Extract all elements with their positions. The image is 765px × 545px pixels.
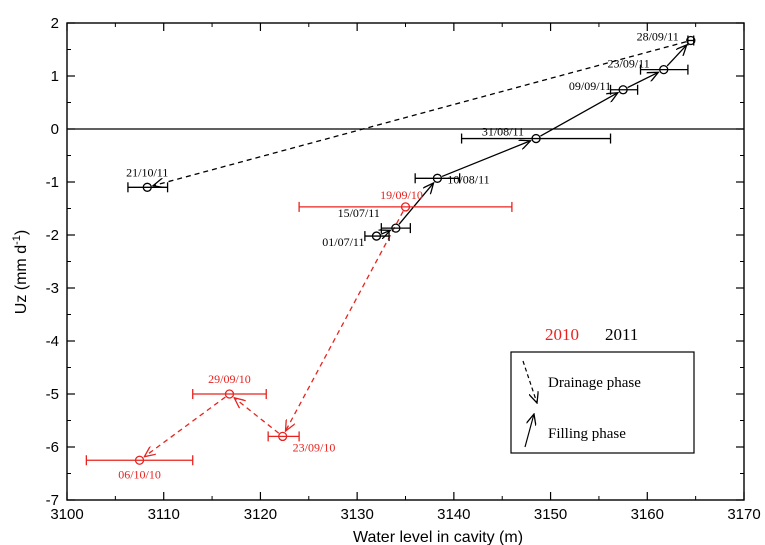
x-tick-label: 3170 <box>727 506 760 523</box>
point-date-label: 01/07/11 <box>322 235 364 249</box>
y-tick-label: -7 <box>46 492 59 509</box>
legend-label-filling: Filling phase <box>548 426 626 442</box>
point-date-label: 19/09/10 <box>380 188 423 202</box>
data-point <box>432 173 443 183</box>
data-point <box>531 133 541 144</box>
point-date-label: 10/08/11 <box>447 172 489 186</box>
y-tick-label: -6 <box>46 439 59 456</box>
data-point <box>400 202 411 212</box>
legend-label-drainage: Drainage phase <box>548 375 641 391</box>
data-point <box>224 389 235 399</box>
point-date-label: 09/09/11 <box>569 79 611 93</box>
y-tick-label: 2 <box>51 15 59 32</box>
year-label-2011: 2011 <box>605 325 638 344</box>
x-tick-label: 3120 <box>244 506 277 523</box>
data-point <box>659 64 669 75</box>
data-point <box>371 231 382 241</box>
point-date-label: 23/09/10 <box>293 440 336 454</box>
data-point <box>618 85 628 95</box>
y-tick-label: -3 <box>46 280 59 297</box>
filling-arrow <box>666 45 687 67</box>
x-axis-title: Water level in cavity (m) <box>353 529 523 545</box>
x-tick-label: 3150 <box>534 506 567 523</box>
x-tick-label: 3130 <box>340 506 373 523</box>
x-tick-label: 3160 <box>631 506 664 523</box>
point-date-label: 06/10/10 <box>118 467 161 481</box>
y-tick-label: -5 <box>46 386 59 403</box>
point-date-label: 21/10/11 <box>126 165 168 179</box>
y-tick-label: -4 <box>46 333 59 350</box>
x-tick-label: 3110 <box>148 506 180 523</box>
drainage-arrow <box>234 398 280 434</box>
y-axis-title: Uz (mm d-1) <box>11 230 30 314</box>
legend: Drainage phase Filling phase <box>510 351 695 454</box>
legend-box <box>510 351 695 454</box>
year-labels: 2010 2011 <box>545 325 638 344</box>
legend-dashed-arrow-icon <box>522 360 537 403</box>
drainage-arrow <box>153 41 687 186</box>
point-labels: 19/09/10 23/09/10 29/09/10 06/10/10 01/07/11… <box>118 29 679 481</box>
filling-arrow <box>540 93 617 137</box>
data-point <box>278 431 288 442</box>
data-point <box>391 223 401 233</box>
filling-arrow <box>627 72 659 89</box>
axis-ticks: 3100 3110 3120 3130 3140 3150 3160 3170 -7 -6 -5 -4… <box>46 15 761 523</box>
data-point <box>134 455 145 465</box>
data-points <box>85 35 696 466</box>
filling-arrow <box>381 230 390 234</box>
plot-frame <box>66 22 745 501</box>
y-tick-label: -2 <box>46 227 59 244</box>
filling-arrow <box>398 183 434 225</box>
drainage-arrow <box>286 211 404 431</box>
point-date-label: 29/09/10 <box>208 372 251 386</box>
y-tick-label: 1 <box>51 68 59 85</box>
x-tick-label: 3100 <box>50 506 83 523</box>
point-date-label: 23/09/11 <box>607 57 649 71</box>
data-point <box>142 182 152 192</box>
year-label-2010: 2010 <box>545 325 579 344</box>
legend-solid-arrow-icon <box>524 414 534 448</box>
data-point <box>686 35 696 46</box>
x-tick-label: 3140 <box>437 506 470 523</box>
point-date-label: 31/08/11 <box>482 125 524 139</box>
point-date-label: 28/09/11 <box>637 29 679 43</box>
y-tick-label: 0 <box>51 121 59 138</box>
trajectory-arrows <box>144 41 687 457</box>
y-tick-label: -1 <box>46 174 59 191</box>
drainage-arrow <box>144 396 226 457</box>
filling-arrow <box>441 141 530 178</box>
point-date-label: 15/07/11 <box>338 206 380 220</box>
